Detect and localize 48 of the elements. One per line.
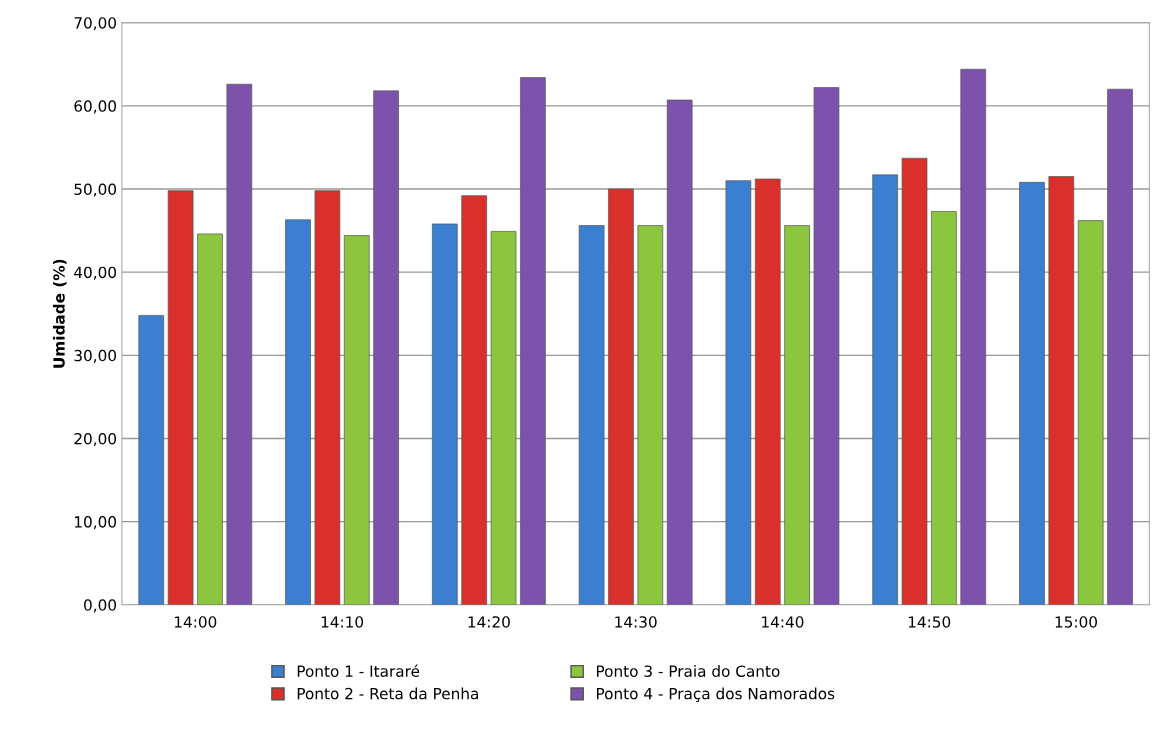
y-tick-label: 20,00 — [74, 432, 117, 447]
bar — [461, 195, 488, 605]
bar — [520, 77, 546, 605]
bar — [901, 157, 928, 605]
bar — [637, 225, 664, 605]
bar — [1077, 220, 1104, 605]
bar — [197, 233, 223, 605]
x-tick-label: 15:00 — [1055, 616, 1097, 628]
bar — [138, 315, 165, 605]
bar — [373, 90, 399, 605]
bar — [784, 225, 810, 605]
bar — [872, 174, 899, 605]
bar — [813, 87, 840, 605]
bar — [960, 68, 987, 605]
bar — [1048, 176, 1075, 605]
x-tick-label: 14:10 — [321, 616, 364, 628]
legend-label: Ponto 3 - Praia do Canto — [596, 665, 780, 677]
x-tick-label: 14:50 — [908, 616, 951, 628]
bar — [578, 225, 605, 605]
y-axis-title: Umidade (%) — [52, 259, 67, 368]
x-tick-label: 14:20 — [468, 616, 510, 628]
bar — [608, 188, 634, 605]
y-tick-label: 10,00 — [74, 516, 117, 530]
legend-label: Ponto 2 - Reta da Penha — [297, 687, 478, 700]
x-tick-label: 14:40 — [762, 616, 804, 628]
bar — [343, 235, 370, 605]
bar — [314, 190, 341, 605]
bar — [490, 231, 517, 605]
y-tick-label: 60,00 — [74, 100, 117, 114]
legend-label: Ponto 4 - Praça dos Namorados — [596, 687, 835, 703]
legend-label: Ponto 1 - Itararé — [297, 664, 420, 677]
y-tick-label: 0,00 — [84, 599, 117, 613]
bar — [167, 190, 194, 605]
bar — [725, 180, 752, 605]
y-tick-label: 50,00 — [74, 183, 117, 197]
y-tick-label: 40,00 — [74, 266, 117, 280]
y-tick-label: 30,00 — [74, 349, 117, 363]
x-tick-label: 14:00 — [174, 616, 217, 628]
bar — [432, 223, 458, 605]
bar — [1019, 182, 1045, 605]
x-tick-label: 14:30 — [615, 616, 657, 628]
y-tick-label: 70,00 — [74, 17, 117, 31]
bar — [285, 219, 311, 605]
bar — [754, 178, 781, 605]
bar — [931, 211, 957, 605]
bar — [1107, 88, 1133, 605]
bar — [226, 83, 253, 605]
bar — [666, 99, 693, 605]
